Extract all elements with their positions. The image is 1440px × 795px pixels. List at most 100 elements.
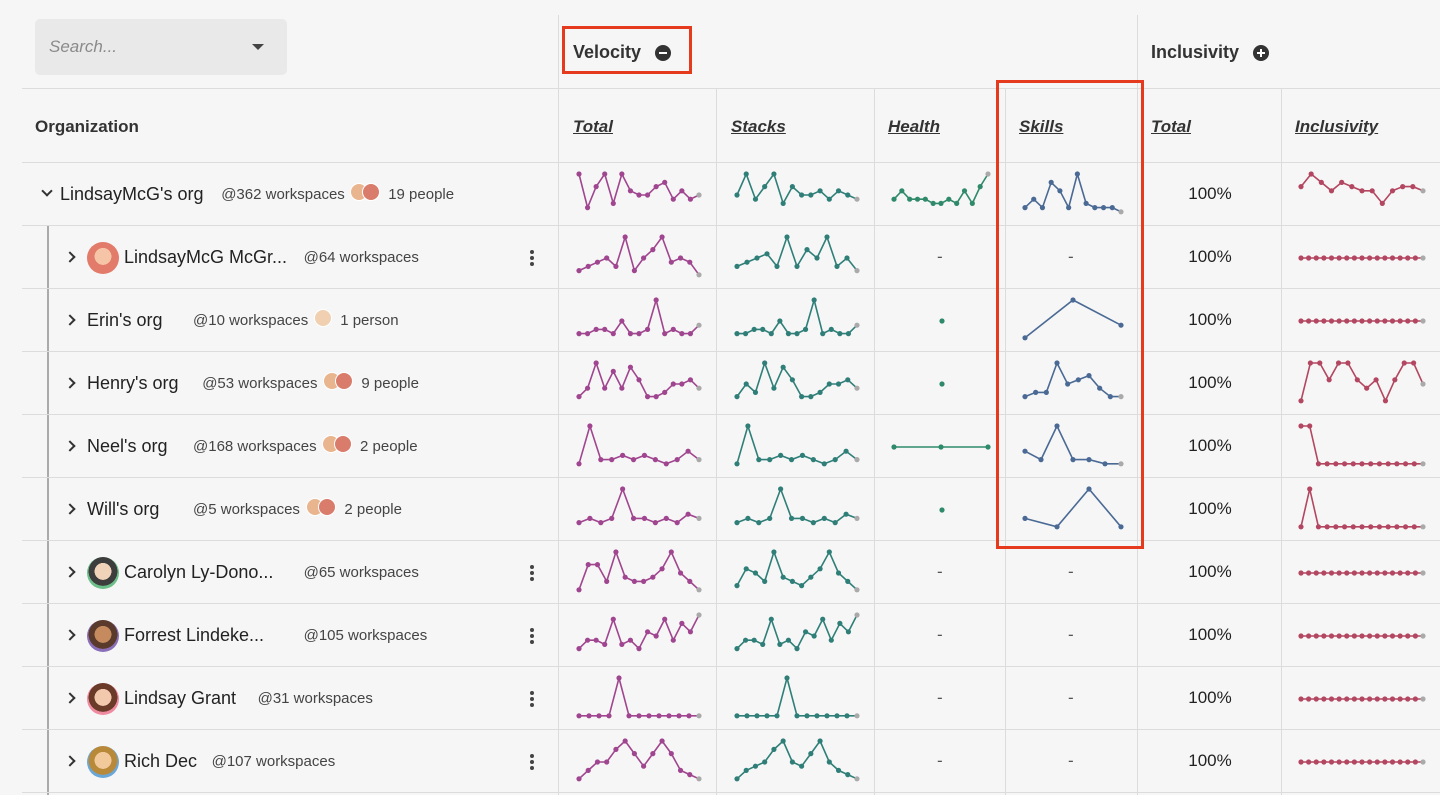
- workspaces-count: @362 workspaces: [221, 186, 345, 203]
- column-header-health[interactable]: Health: [888, 117, 940, 136]
- group-inclusivity[interactable]: Inclusivity: [1151, 42, 1270, 63]
- table-row[interactable]: Will's org @5 workspaces 2 people 100%: [0, 478, 1440, 541]
- chevron-right-icon[interactable]: [64, 251, 76, 263]
- skills-sparkline-point: [1100, 205, 1107, 211]
- velocity-total-sparkline-point: [650, 751, 656, 757]
- inclusivity-sparkline-point: [1351, 318, 1357, 324]
- kebab-menu-icon[interactable]: [530, 628, 534, 644]
- inclusivity-sparkline-point: [1298, 524, 1304, 530]
- chevron-down-icon[interactable]: [252, 44, 264, 50]
- minus-circle-icon[interactable]: [655, 44, 672, 61]
- stacks-sparkline-point: [734, 776, 740, 782]
- kebab-menu-icon[interactable]: [530, 691, 534, 707]
- velocity-total-sparkline-point: [604, 759, 610, 765]
- column-header-skills[interactable]: Skills: [1019, 117, 1064, 136]
- stacks-sparkline-point: [837, 331, 843, 337]
- table-row[interactable]: Rich Dec @107 workspaces - - 100%: [0, 730, 1440, 793]
- stacks-sparkline-point: [774, 713, 780, 719]
- table-row[interactable]: Erin's org @10 workspaces 1 person 100%: [0, 289, 1440, 352]
- skills-sparkline-point: [1086, 486, 1092, 492]
- chevron-right-icon[interactable]: [64, 566, 76, 578]
- org-name[interactable]: Neel's org: [87, 436, 168, 456]
- table-row[interactable]: Carolyn Ly-Dono... @65 workspaces - - 100%: [0, 541, 1440, 604]
- table-row[interactable]: LindsayMcG's org @362 workspaces 19 people…: [0, 163, 1440, 226]
- inclusivity-total: 100%: [1188, 562, 1232, 581]
- inclusivity-sparkline-point: [1306, 696, 1312, 702]
- org-name[interactable]: Lindsay Grant: [124, 688, 237, 708]
- stacks-sparkline-point: [845, 578, 851, 584]
- org-name[interactable]: Forrest Lindeke...: [124, 625, 265, 645]
- search-dropdown[interactable]: [35, 19, 287, 75]
- inclusivity-sparkline-point: [1359, 570, 1365, 576]
- velocity-total-sparkline-point: [679, 620, 685, 626]
- org-name[interactable]: LindsayMcG's org: [60, 184, 204, 204]
- org-name[interactable]: Will's org: [87, 499, 160, 519]
- kebab-menu-icon[interactable]: [530, 250, 534, 266]
- table-row[interactable]: Henry's org @53 workspaces 9 people 100%: [0, 352, 1440, 415]
- inclusivity-sparkline-point: [1359, 318, 1365, 324]
- skills-sparkline-point: [1102, 461, 1108, 467]
- column-header-stacks[interactable]: Stacks: [731, 117, 786, 136]
- people-count: 19 people: [388, 186, 455, 203]
- group-velocity[interactable]: Velocity: [573, 42, 672, 63]
- chevron-right-icon[interactable]: [64, 440, 76, 452]
- people-count: 2 people: [344, 501, 402, 518]
- workspaces-count: @5 workspaces: [193, 501, 300, 518]
- org-name[interactable]: Erin's org: [87, 310, 163, 330]
- member-avatar: [314, 309, 333, 327]
- chevron-right-icon[interactable]: [64, 629, 76, 641]
- table-row[interactable]: Forrest Lindeke... @105 workspaces - - 100%: [0, 604, 1440, 667]
- stacks-sparkline-point: [752, 389, 759, 395]
- inclusivity-sparkline-point: [1397, 570, 1403, 576]
- org-name[interactable]: Rich Dec: [124, 751, 198, 771]
- column-header-inclusivity-total[interactable]: Total: [1151, 117, 1191, 136]
- stacks-sparkline-point: [854, 612, 860, 618]
- column-header-inclusivity[interactable]: Inclusivity: [1295, 117, 1379, 136]
- velocity-total-sparkline-point: [663, 515, 669, 521]
- chevron-right-icon[interactable]: [64, 755, 76, 767]
- table-row[interactable]: Neel's org @168 workspaces 2 people 100%: [0, 415, 1440, 478]
- health-sparkline-point: [938, 444, 944, 450]
- table-row[interactable]: Lindsay Grant @31 workspaces - - 100%: [0, 667, 1440, 730]
- velocity-total-sparkline-point: [619, 171, 625, 177]
- inclusivity-sparkline-point: [1420, 759, 1426, 765]
- stacks-sparkline-point: [826, 549, 832, 555]
- chevron-right-icon[interactable]: [64, 377, 76, 389]
- stacks-sparkline-point: [734, 646, 740, 652]
- skills-sparkline-point: [1075, 377, 1081, 383]
- velocity-total-sparkline-point: [586, 713, 592, 719]
- inclusivity-sparkline-point: [1306, 318, 1312, 324]
- velocity-total-sparkline-point: [653, 394, 659, 400]
- chevron-down-icon[interactable]: [41, 185, 53, 197]
- health-sparkline-point: [938, 200, 944, 206]
- table-row[interactable]: LindsayMcG McGr... @64 workspaces - - 100%: [0, 226, 1440, 289]
- kebab-menu-icon[interactable]: [530, 565, 534, 581]
- org-name[interactable]: Carolyn Ly-Dono...: [124, 562, 274, 582]
- divider: [716, 89, 717, 795]
- kebab-menu-icon[interactable]: [530, 754, 534, 770]
- velocity-total-sparkline-point: [679, 331, 685, 337]
- velocity-total-sparkline-point: [696, 776, 702, 782]
- velocity-total-sparkline-point: [598, 520, 604, 526]
- inclusivity-sparkline-point: [1374, 633, 1380, 639]
- velocity-total-sparkline-point: [602, 641, 608, 647]
- velocity-total-sparkline-point: [609, 457, 615, 463]
- inclusivity-sparkline-point: [1298, 255, 1304, 261]
- stacks-sparkline-point: [799, 394, 805, 400]
- search-input[interactable]: [49, 33, 249, 61]
- chevron-right-icon[interactable]: [64, 692, 76, 704]
- inclusivity-sparkline-point: [1336, 318, 1342, 324]
- org-name[interactable]: Henry's org: [87, 373, 179, 393]
- chevron-right-icon[interactable]: [64, 503, 76, 515]
- column-header-velocity-total[interactable]: Total: [573, 117, 613, 136]
- skills-sparkline-point: [1118, 394, 1124, 400]
- org-name[interactable]: LindsayMcG McGr...: [124, 247, 288, 267]
- inclusivity-sparkline-point: [1308, 171, 1314, 177]
- stacks-sparkline-point: [854, 515, 860, 521]
- chevron-right-icon[interactable]: [64, 314, 76, 326]
- row-divider: [22, 792, 1440, 793]
- velocity-total-sparkline-point: [687, 377, 694, 383]
- velocity-total-sparkline: [576, 234, 702, 278]
- plus-circle-icon[interactable]: [1253, 44, 1270, 61]
- health-sparkline-point: [899, 188, 905, 194]
